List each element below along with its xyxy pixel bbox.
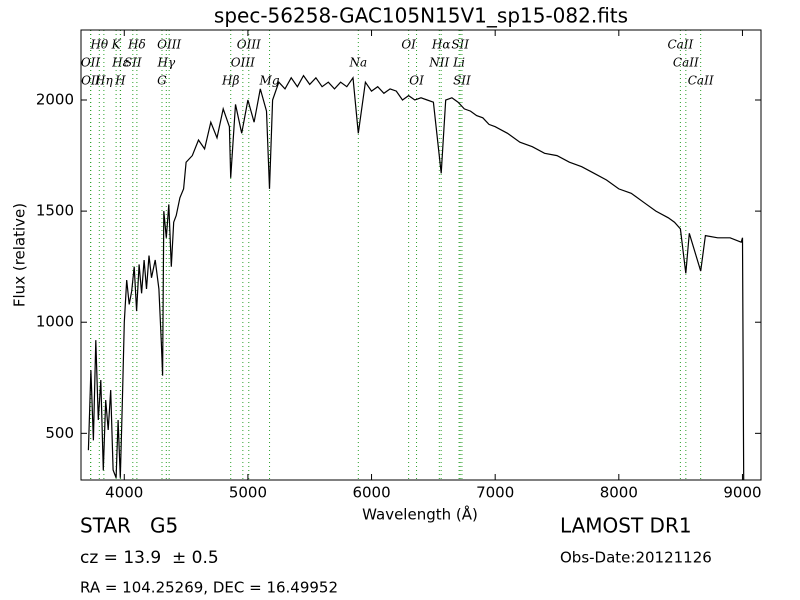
y-tick-label: 2000	[36, 91, 74, 109]
spectral-line-label: OI	[409, 74, 424, 88]
spectral-line-label: Li	[452, 56, 465, 70]
x-tick-label: 5000	[229, 484, 267, 502]
annotation: cz = 13.9 ± 0.5	[80, 548, 219, 568]
x-tick-label: 9000	[723, 484, 761, 502]
spectral-line-label: Hη	[94, 74, 113, 88]
spectral-line-label: CaII	[673, 56, 699, 70]
y-tick-label: 500	[45, 424, 74, 442]
spectral-line-label: NII	[428, 56, 449, 70]
spectral-line-label: Hβ	[221, 74, 239, 88]
spectral-line-label: CaII	[667, 38, 693, 52]
spectral-line-label: Hδ	[127, 38, 146, 52]
y-axis-label: Flux (relative)	[11, 203, 29, 307]
spectral-line-label: H	[114, 74, 126, 88]
y-tick-label: 1000	[36, 313, 74, 331]
spectral-line-label: OII	[81, 74, 101, 88]
spectrum-line	[87, 74, 745, 480]
spectral-line-label: SII	[451, 38, 469, 52]
x-tick-label: 8000	[600, 484, 638, 502]
annotation: RA = 104.25269, DEC = 16.49952	[80, 579, 338, 597]
spectral-line-label: G	[157, 74, 167, 88]
spectral-line-label: OIII	[231, 56, 255, 70]
chart-title: spec-56258-GAC105N15V1_sp15-082.fits	[214, 4, 628, 28]
spectral-line-label: OIII	[237, 38, 261, 52]
spectral-line-label: Hα	[431, 38, 451, 52]
annotation: LAMOST DR1	[560, 514, 692, 538]
spectral-line-label: Hγ	[156, 56, 175, 70]
spectral-line-label: SII	[124, 56, 142, 70]
x-tick-label: 6000	[352, 484, 390, 502]
spectral-line-label: CaII	[688, 74, 714, 88]
x-tick-label: 7000	[476, 484, 514, 502]
spectral-line-label: OI	[401, 38, 416, 52]
plot-frame	[80, 29, 762, 481]
x-tick-label: 4000	[105, 484, 143, 502]
spectral-line-label: SII	[453, 74, 471, 88]
y-tick-label: 1500	[36, 202, 74, 220]
spectral-line-label: Mg	[259, 74, 280, 88]
spectral-line-label: K	[111, 38, 122, 52]
spectral-line-label: OIII	[157, 38, 181, 52]
annotation: STAR G5	[80, 514, 178, 538]
x-axis-label: Wavelength (Å)	[362, 505, 478, 524]
spectral-line-label: Hθ	[89, 38, 108, 52]
spectral-line-label: Na	[348, 56, 367, 70]
annotation: Obs-Date:20121126	[560, 549, 712, 567]
